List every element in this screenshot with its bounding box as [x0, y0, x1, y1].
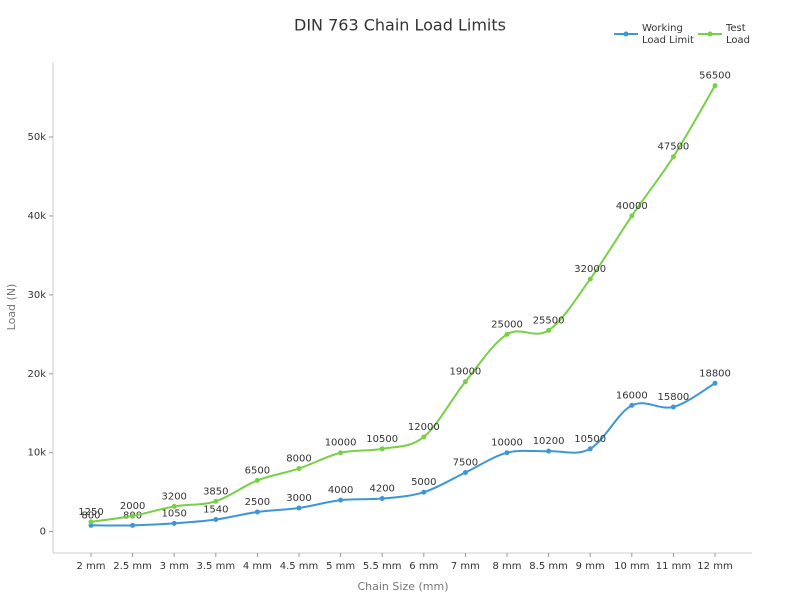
value-label: 10000: [325, 438, 357, 449]
point: [712, 83, 718, 89]
point: [296, 466, 302, 472]
point: [546, 448, 552, 454]
point: [296, 505, 302, 511]
point: [379, 496, 385, 502]
value-label: 6500: [245, 465, 270, 476]
point: [379, 446, 385, 452]
point: [338, 450, 344, 456]
value-label: 3000: [286, 493, 311, 504]
value-label: 15800: [657, 392, 689, 403]
x-tick-label: 11 mm: [656, 561, 691, 572]
value-label: 2000: [120, 501, 145, 512]
point: [504, 450, 510, 456]
x-tick-label: 8.5 mm: [529, 561, 568, 572]
point: [88, 522, 94, 528]
value-label: 10500: [366, 434, 398, 445]
point: [254, 477, 260, 483]
value-label: 10500: [574, 434, 606, 445]
x-tick-label: 9 mm: [576, 561, 605, 572]
point: [587, 446, 593, 452]
point: [130, 513, 136, 519]
point: [504, 331, 510, 337]
value-label: 18800: [699, 368, 731, 379]
y-tick-label: 20k: [27, 369, 46, 380]
point: [254, 509, 260, 515]
x-tick-label: 5.5 mm: [363, 561, 402, 572]
point: [171, 503, 177, 509]
value-label: 25000: [491, 319, 523, 330]
value-label: 40000: [616, 201, 648, 212]
value-label: 32000: [574, 264, 606, 275]
point: [629, 213, 635, 219]
line: [90, 85, 716, 523]
point: [171, 520, 177, 526]
value-label: 25500: [533, 315, 565, 326]
value-label: 3200: [161, 491, 186, 502]
point: [670, 404, 676, 410]
y-tick-label: 50k: [27, 132, 46, 143]
x-tick-label: 4.5 mm: [280, 561, 319, 572]
line: [90, 382, 716, 527]
value-label: 5000: [411, 477, 436, 488]
value-label: 1050: [161, 508, 186, 519]
value-label: 1250: [78, 507, 103, 518]
value-label: 1540: [203, 505, 228, 516]
point: [462, 379, 468, 385]
value-label: 4200: [369, 484, 394, 495]
point: [546, 327, 552, 333]
value-label: 19000: [449, 367, 481, 378]
value-label: 800: [81, 510, 100, 521]
value-label: 2500: [245, 497, 270, 508]
point: [629, 402, 635, 408]
legend-label: Working Load Limit: [642, 23, 694, 46]
point: [88, 519, 94, 525]
y-axis-label: Load (N): [5, 284, 18, 331]
point: [213, 517, 219, 523]
point: [130, 522, 136, 528]
x-tick-label: 7 mm: [451, 561, 480, 572]
legend-label: Test Load: [726, 23, 750, 46]
point: [670, 154, 676, 160]
y-tick-label: 30k: [27, 290, 46, 301]
point: [462, 469, 468, 475]
value-label: 3850: [203, 486, 228, 497]
y-tick-label: 0: [40, 527, 46, 538]
point: [421, 489, 427, 495]
value-label: 10000: [491, 438, 523, 449]
chart-title: DIN 763 Chain Load Limits: [294, 16, 506, 35]
x-tick-label: 8 mm: [492, 561, 521, 572]
value-label: 16000: [616, 390, 648, 401]
x-tick-label: 3 mm: [160, 561, 189, 572]
point: [338, 497, 344, 503]
value-label: 12000: [408, 422, 440, 433]
point: [421, 434, 427, 440]
legend-marker: [707, 31, 713, 37]
point: [712, 380, 718, 386]
x-tick-label: 2 mm: [76, 561, 105, 572]
x-tick-label: 3.5 mm: [197, 561, 236, 572]
x-tick-label: 10 mm: [614, 561, 649, 572]
y-tick-label: 40k: [27, 211, 46, 222]
x-tick-label: 6 mm: [409, 561, 438, 572]
value-label: 7500: [453, 457, 478, 468]
x-tick-label: 12 mm: [697, 561, 732, 572]
x-tick-label: 2.5 mm: [113, 561, 152, 572]
value-label: 8000: [286, 454, 311, 465]
x-axis-label: Chain Size (mm): [357, 580, 448, 593]
x-tick-label: 5 mm: [326, 561, 355, 572]
point: [213, 498, 219, 504]
point: [587, 276, 593, 282]
value-label: 10200: [533, 436, 565, 447]
legend-marker: [623, 31, 629, 37]
value-label: 56500: [699, 71, 731, 82]
x-tick-label: 4 mm: [243, 561, 272, 572]
value-label: 4000: [328, 485, 353, 496]
value-label: 47500: [657, 142, 689, 153]
y-tick-label: 10k: [27, 448, 46, 459]
